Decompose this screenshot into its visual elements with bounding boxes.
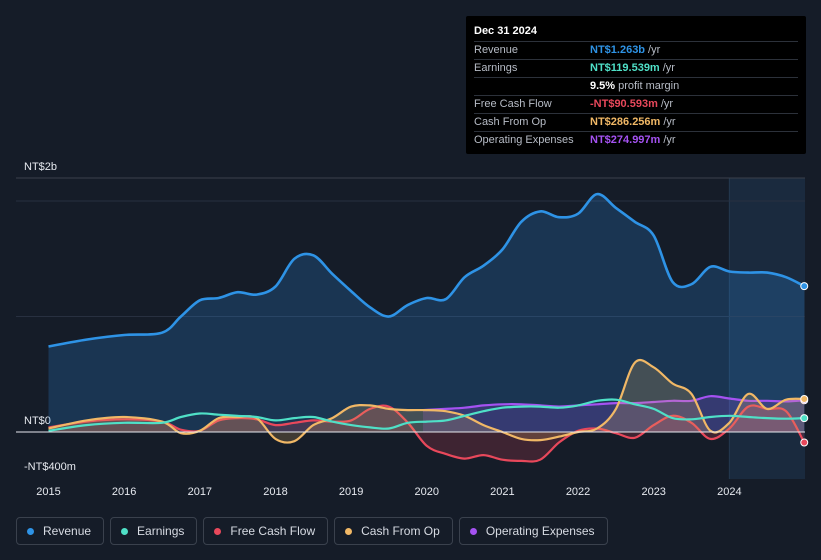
tooltip-row-value: NT$1.263b xyxy=(590,44,646,56)
legend-label: Earnings xyxy=(137,524,185,538)
legend-label: Revenue xyxy=(43,524,92,538)
x-tick-label: 2020 xyxy=(415,486,439,498)
highlight-band xyxy=(729,178,805,479)
tooltip-row-unit: /yr xyxy=(662,62,675,74)
x-tick-label: 2022 xyxy=(566,486,590,498)
chart-legend: Revenue Earnings Free Cash Flow Cash From O… xyxy=(16,517,614,545)
earnings-end-point xyxy=(800,414,809,423)
legend-label: Operating Expenses xyxy=(485,524,595,538)
tooltip-row-unit: profit margin xyxy=(618,80,680,92)
legend-item-free-cash-flow[interactable]: Free Cash Flow xyxy=(203,517,329,545)
x-tick-label: 2017 xyxy=(188,486,212,498)
legend-dot-icon xyxy=(214,527,222,535)
tooltip-row: Free Cash Flow -NT$90.593m/yr xyxy=(474,95,798,113)
x-tick-label: 2016 xyxy=(112,486,136,498)
tooltip-row-label xyxy=(474,78,590,95)
x-tick-label: 2021 xyxy=(490,486,514,498)
y-axis-label: NT$0 xyxy=(24,415,51,427)
revenue-line xyxy=(48,192,805,348)
tooltip-row-unit: /yr xyxy=(663,116,676,128)
tooltip-row-label: Operating Expenses xyxy=(474,134,574,146)
tooltip-date: Dec 31 2024 xyxy=(474,25,537,37)
tooltip-row-value: NT$286.256m xyxy=(590,116,661,128)
x-tick-label: 2024 xyxy=(717,486,741,498)
legend-item-earnings[interactable]: Earnings xyxy=(110,517,198,545)
tooltip-row-label: Revenue xyxy=(474,44,519,56)
tooltip-row-unit: /yr xyxy=(660,98,674,110)
tooltip-row: Cash From Op NT$286.256m/yr xyxy=(474,113,798,131)
cash-from-op-end-point xyxy=(800,394,809,403)
free-cash-flow-end-point xyxy=(800,438,809,447)
data-tooltip: Dec 31 2024 Revenue NT$1.263b/yr Earnings N… xyxy=(466,16,806,154)
x-tick-label: 2019 xyxy=(339,486,363,498)
x-tick-label: 2018 xyxy=(263,486,287,498)
legend-item-revenue[interactable]: Revenue xyxy=(16,517,105,545)
legend-label: Cash From Op xyxy=(361,524,440,538)
revenue-end-point xyxy=(800,282,809,291)
x-tick-label: 2023 xyxy=(641,486,665,498)
tooltip-row-label: Earnings xyxy=(474,62,518,74)
y-axis-label: NT$2b xyxy=(24,161,57,173)
plot-area xyxy=(16,178,805,479)
x-tick-label: 2015 xyxy=(36,486,60,498)
legend-item-operating-expenses[interactable]: Operating Expenses xyxy=(458,517,608,545)
tooltip-row: 9.5% profit margin xyxy=(474,77,798,95)
tooltip-row: Revenue NT$1.263b/yr xyxy=(474,41,798,59)
financial-area-chart: NT$2b NT$0 -NT$400m 2015 2016 2017 2018 2019 202… xyxy=(16,161,809,498)
tooltip-row-label: Cash From Op xyxy=(474,116,547,128)
tooltip-row: Operating Expenses NT$274.997m/yr xyxy=(474,131,798,149)
free-cash-flow-line xyxy=(48,404,806,463)
revenue-area xyxy=(48,194,805,432)
tooltip-row-value: NT$119.539m xyxy=(590,62,660,74)
cash-from-op-area xyxy=(48,359,805,443)
tooltip-row-unit: /yr xyxy=(663,134,676,146)
legend-item-cash-from-op[interactable]: Cash From Op xyxy=(334,517,453,545)
tooltip-row: Earnings NT$119.539m/yr xyxy=(474,59,798,77)
tooltip-row-value: 9.5% xyxy=(590,80,616,92)
tooltip-row-label: Free Cash Flow xyxy=(474,98,552,110)
legend-dot-icon xyxy=(469,527,477,535)
y-axis-label: -NT$400m xyxy=(24,461,76,473)
legend-label: Free Cash Flow xyxy=(230,524,316,538)
free-cash-flow-area xyxy=(48,405,805,462)
tooltip-row-value: NT$274.997m xyxy=(590,134,661,146)
legend-dot-icon xyxy=(121,527,129,535)
tooltip-row-unit: /yr xyxy=(648,44,661,56)
earnings-line xyxy=(48,398,805,432)
tooltip-row-value: -NT$90.593m xyxy=(590,98,658,110)
cash-from-op-line xyxy=(48,358,805,444)
legend-dot-icon xyxy=(27,527,34,535)
legend-dot-icon xyxy=(345,527,353,535)
